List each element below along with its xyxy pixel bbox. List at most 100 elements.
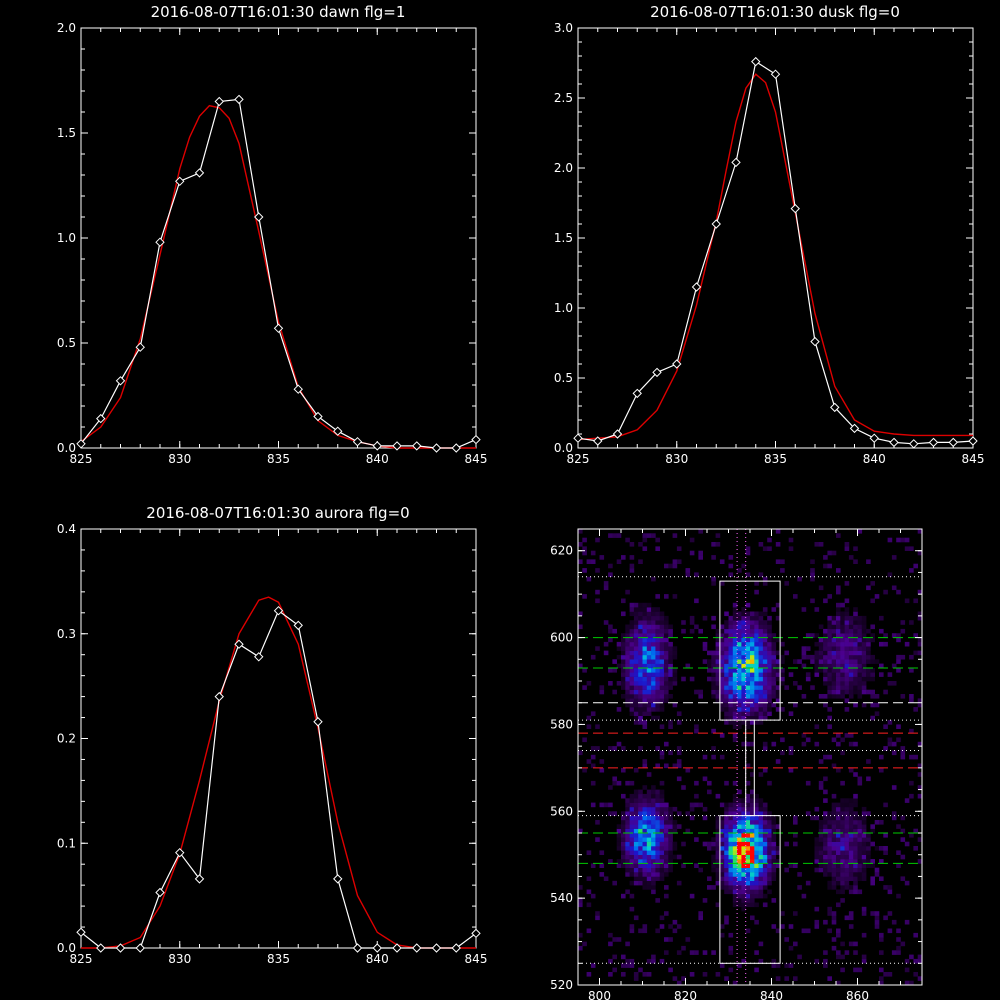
x-tick-label: 800 xyxy=(588,989,611,1000)
heatmap-cell xyxy=(694,624,699,630)
data-point-diamond xyxy=(194,874,205,884)
heatmap-cell xyxy=(853,637,858,643)
heatmap-cell xyxy=(719,654,725,660)
heatmap-cell xyxy=(642,607,648,612)
heatmap-cell xyxy=(745,685,751,690)
heatmap-cell xyxy=(827,885,832,890)
heatmap-cell xyxy=(848,941,854,947)
heatmap-cell xyxy=(629,802,635,808)
heatmap-cell xyxy=(836,850,841,855)
heatmap-cell xyxy=(767,637,772,643)
heatmap-cell xyxy=(633,828,639,834)
heatmap-cell xyxy=(754,889,759,895)
heatmap-cell xyxy=(737,707,742,712)
heatmap-cell xyxy=(750,654,755,660)
heatmap-cell xyxy=(633,880,639,886)
heatmap-cell xyxy=(737,867,742,873)
heatmap-cell xyxy=(651,628,656,634)
heatmap-cell xyxy=(870,598,875,604)
y-tick-label: 1.0 xyxy=(554,301,573,315)
heatmap-cell xyxy=(616,833,622,838)
heatmap-cell xyxy=(595,915,600,921)
heatmap-cell xyxy=(823,815,828,821)
heatmap-cell xyxy=(621,767,626,773)
heatmap-cell xyxy=(642,654,648,660)
heatmap-cell xyxy=(745,820,751,825)
heatmap-cell xyxy=(724,854,729,860)
heatmap-cell xyxy=(848,633,854,638)
heatmap-cell xyxy=(750,611,755,617)
heatmap-cell xyxy=(625,846,630,851)
heatmap-cell xyxy=(844,733,850,738)
heatmap-cell xyxy=(771,850,777,855)
observed-spectrum-line xyxy=(80,98,477,449)
heatmap-cell xyxy=(659,820,665,825)
heatmap-cell xyxy=(633,607,639,612)
data-point-diamond xyxy=(155,887,165,898)
data-point-diamond xyxy=(612,429,623,439)
heatmap-cell xyxy=(836,533,841,538)
heatmap-cell xyxy=(625,650,630,656)
heatmap-cell xyxy=(578,932,583,938)
heatmap-cell xyxy=(879,615,884,621)
heatmap-cell xyxy=(836,637,841,643)
heatmap-cell xyxy=(732,694,738,699)
heatmap-cell xyxy=(771,659,777,664)
heatmap-cell xyxy=(638,867,643,873)
heatmap-cell xyxy=(732,702,738,708)
heatmap-cell xyxy=(836,811,841,816)
heatmap-cell xyxy=(621,972,626,977)
heatmap-cell xyxy=(715,863,721,868)
heatmap-cell xyxy=(672,563,678,569)
heatmap-cell xyxy=(823,598,828,604)
heatmap-cell xyxy=(758,820,764,825)
heatmap-cell xyxy=(664,650,669,656)
heatmap-cell xyxy=(870,824,875,829)
heatmap-cell xyxy=(728,876,734,881)
heatmap-cell xyxy=(655,654,660,660)
heatmap-cell xyxy=(664,950,669,955)
heatmap-cell xyxy=(831,885,837,890)
heatmap-cell xyxy=(844,824,850,829)
heatmap-cell xyxy=(775,676,781,682)
heatmap-cell xyxy=(668,828,673,834)
heatmap-cell xyxy=(582,737,587,743)
heatmap-cell xyxy=(642,837,648,842)
heatmap-cell xyxy=(870,715,875,721)
heatmap-cell xyxy=(655,615,660,621)
y-tick-label: 2.5 xyxy=(554,91,573,105)
heatmap-cell xyxy=(762,841,768,847)
heatmap-cell xyxy=(767,659,772,664)
heatmap-cell xyxy=(840,750,845,756)
heatmap-cell xyxy=(582,550,587,556)
heatmap-cell xyxy=(655,594,660,599)
heatmap-cell xyxy=(621,811,626,816)
heatmap-cell xyxy=(857,654,863,660)
heatmap-cell xyxy=(728,889,734,895)
heatmap-cell xyxy=(715,628,721,634)
heatmap-cell xyxy=(741,798,746,803)
heatmap-cell xyxy=(801,654,807,660)
heatmap-cell xyxy=(633,659,639,664)
heatmap-cell xyxy=(741,694,746,699)
heatmap-cell xyxy=(719,672,725,677)
heatmap-cell xyxy=(767,628,772,634)
heatmap-cell xyxy=(810,815,815,821)
heatmap-cell xyxy=(689,815,695,821)
heatmap-cell xyxy=(827,815,832,821)
heatmap-cell xyxy=(612,668,617,673)
heatmap-cell xyxy=(578,945,583,951)
heatmap-cell xyxy=(861,833,867,838)
heatmap-cell xyxy=(616,824,622,829)
x-tick-label: 860 xyxy=(846,989,869,1000)
data-point-diamond xyxy=(889,437,899,448)
heatmap-cell xyxy=(732,602,738,608)
heatmap-cell xyxy=(866,585,871,591)
heatmap-cell xyxy=(672,928,678,934)
heatmap-cell xyxy=(904,919,910,925)
heatmap-cell xyxy=(853,741,858,747)
heatmap-cell xyxy=(879,846,884,851)
heatmap-cell xyxy=(651,633,656,638)
heatmap-cell xyxy=(866,668,871,673)
heatmap-cell xyxy=(857,780,863,786)
